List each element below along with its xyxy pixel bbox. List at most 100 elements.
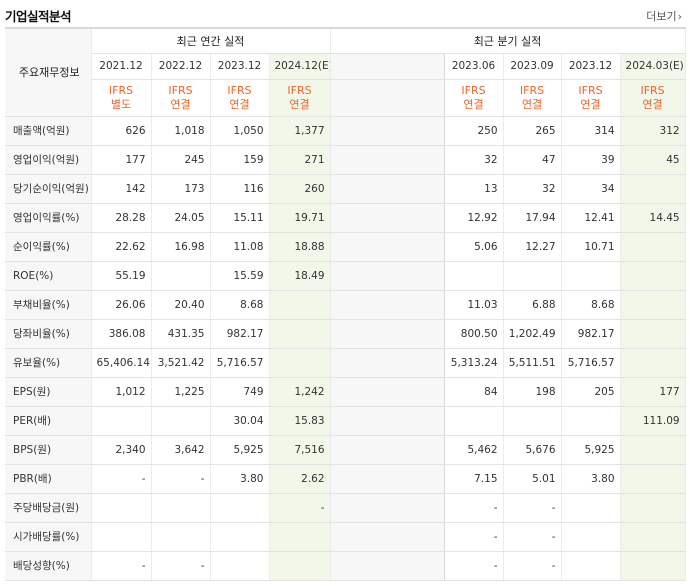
annual-value-cell: 3.80 — [210, 464, 270, 494]
row-header-label: 주요재무정보 — [5, 28, 92, 117]
quarterly-value-cell: 5,676 — [503, 435, 562, 465]
annual-value-cell: 28.28 — [91, 202, 152, 233]
annual-value-cell: 19.71 — [269, 202, 331, 233]
annual-value-cell: 15.59 — [210, 261, 270, 291]
quarterly-value-cell: 47 — [503, 145, 562, 175]
annual-value-cell: 18.88 — [269, 232, 331, 262]
annual-value-cell: 982.17 — [210, 319, 270, 349]
quarterly-value-cell — [620, 232, 686, 262]
row-label: 순이익률(%) — [5, 232, 92, 262]
quarterly-value-cell — [620, 464, 686, 494]
annual-value-cell — [151, 406, 211, 436]
quarterly-value-cell: 265 — [503, 115, 562, 146]
quarterly-value-cell — [444, 261, 504, 291]
quarterly-value-cell: 205 — [561, 376, 621, 407]
quarterly-value-cell: 6.88 — [503, 289, 562, 320]
period-header: 2024.03(E) — [620, 53, 686, 80]
quarterly-value-cell: 3.80 — [561, 464, 621, 494]
annual-value-cell: 16.98 — [151, 232, 211, 262]
annual-value-cell — [210, 551, 270, 581]
column-gap — [330, 115, 445, 146]
quarterly-value-cell — [620, 174, 686, 204]
annual-value-cell: 65,406.14 — [91, 348, 152, 378]
table-row: BPS(원) 2,340 3,642 5,925 7,516 5,462 5,676 5,92… — [5, 435, 686, 465]
quarterly-value-cell: 5,925 — [561, 435, 621, 465]
table-row: 배당성향(%) - - - - — [5, 551, 686, 581]
accounting-standard: IFRS — [227, 83, 252, 97]
table-row: 부채비율(%) 26.06 20.40 8.68 11.03 6.88 8.68 — [5, 289, 686, 320]
accounting-standard: IFRS — [461, 83, 486, 97]
annual-value-cell: 20.40 — [151, 289, 211, 320]
column-gap — [330, 319, 445, 349]
row-label: 당기순이익(억원) — [5, 174, 92, 204]
quarterly-value-cell: 177 — [620, 376, 686, 407]
column-gap — [330, 79, 445, 117]
more-label: 더보기 — [646, 10, 677, 23]
quarterly-value-cell — [620, 261, 686, 291]
row-label: 당좌비율(%) — [5, 319, 92, 349]
row-label: PER(배) — [5, 406, 92, 436]
quarterly-value-cell — [620, 492, 686, 523]
quarterly-value-cell — [444, 406, 504, 436]
period-header: 2023.09 — [503, 53, 562, 80]
column-gap — [330, 376, 445, 407]
quarterly-value-cell: - — [444, 551, 504, 581]
more-link[interactable]: 더보기› — [646, 8, 682, 24]
annual-value-cell — [91, 406, 152, 436]
column-gap — [330, 289, 445, 320]
annual-value-cell: 15.11 — [210, 202, 270, 233]
column-gap — [330, 174, 445, 204]
quarterly-value-cell: - — [444, 492, 504, 523]
annual-value-cell: 2.62 — [269, 464, 331, 494]
annual-value-cell: 1,242 — [269, 376, 331, 407]
quarterly-value-cell: 7.15 — [444, 464, 504, 494]
quarterly-value-cell: 250 — [444, 115, 504, 146]
quarterly-value-cell: - — [444, 522, 504, 552]
chevron-right-icon: › — [677, 10, 682, 23]
accounting-type-header: IFRS 연결 — [503, 79, 562, 117]
quarterly-value-cell — [561, 492, 621, 523]
quarterly-value-cell: 45 — [620, 145, 686, 175]
annual-value-cell: 24.05 — [151, 202, 211, 233]
column-gap — [330, 53, 445, 80]
annual-value-cell: 260 — [269, 174, 331, 204]
quarterly-value-cell: 314 — [561, 115, 621, 146]
row-label: 배당성향(%) — [5, 551, 92, 581]
column-gap — [330, 348, 445, 378]
quarterly-value-cell — [620, 435, 686, 465]
quarterly-value-cell — [561, 551, 621, 581]
quarterly-value-cell: 5.01 — [503, 464, 562, 494]
accounting-type-header: IFRS 연결 — [444, 79, 504, 117]
table-row: EPS(원) 1,012 1,225 749 1,242 84 198 205 177 — [5, 376, 686, 407]
column-gap — [330, 232, 445, 262]
quarterly-value-cell: 32 — [503, 174, 562, 204]
consolidation-type: 연결 — [170, 97, 191, 111]
table-row: 영업이익률(%) 28.28 24.05 15.11 19.71 12.92 17.94 12… — [5, 202, 686, 233]
table-row: 매출액(억원) 626 1,018 1,050 1,377 250 265 314 312 — [5, 115, 686, 146]
annual-value-cell: 30.04 — [210, 406, 270, 436]
annual-value-cell: 173 — [151, 174, 211, 204]
quarterly-value-cell: 800.50 — [444, 319, 504, 349]
period-header: 2023.12 — [210, 53, 270, 80]
annual-value-cell: 15.83 — [269, 406, 331, 436]
table-row: PER(배) 30.04 15.83 111.09 — [5, 406, 686, 436]
annual-value-cell: 116 — [210, 174, 270, 204]
annual-value-cell: 11.08 — [210, 232, 270, 262]
period-header: 2023.12 — [561, 53, 621, 80]
consolidation-type: 연결 — [521, 97, 543, 111]
consolidation-type: 별도 — [110, 97, 132, 111]
annual-value-cell: 386.08 — [91, 319, 152, 349]
annual-value-cell — [269, 289, 331, 320]
period-header-row: 2021.12 2022.12 2023.12 2024.12(E) 2023.06 20… — [5, 53, 686, 80]
column-gap — [330, 145, 445, 175]
annual-value-cell: - — [91, 464, 152, 494]
quarterly-value-cell: 198 — [503, 376, 562, 407]
quarterly-value-cell: 12.41 — [561, 202, 621, 233]
column-gap — [330, 522, 445, 552]
quarterly-value-cell — [620, 319, 686, 349]
annual-value-cell: - — [269, 492, 331, 523]
row-label: 매출액(억원) — [5, 115, 92, 146]
table-row: 당기순이익(억원) 142 173 116 260 13 32 34 — [5, 174, 686, 204]
row-label: PBR(배) — [5, 464, 92, 494]
annual-value-cell — [210, 492, 270, 523]
